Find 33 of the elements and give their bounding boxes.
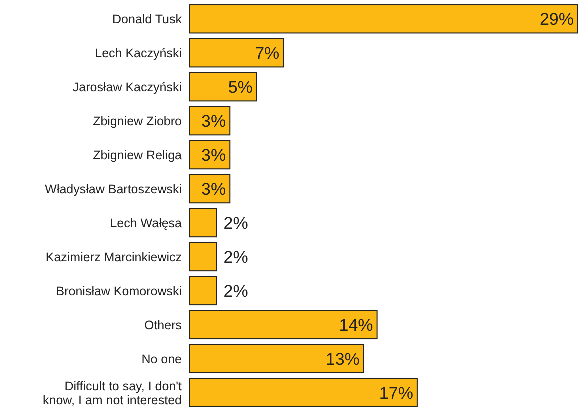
bar (190, 242, 218, 272)
y-tick-label: No one (142, 352, 182, 366)
y-tick-label: Władysław Bartoszewski (45, 182, 182, 196)
y-tick-label: Others (144, 318, 182, 332)
bar (190, 378, 418, 408)
y-tick-label: Lech Kaczyński (95, 46, 182, 60)
data-label: 2% (224, 248, 248, 267)
y-tick-label: Zbigniew Religa (93, 148, 182, 162)
y-tick-label: Bronisław Komorowski (56, 284, 182, 298)
data-label: 2% (224, 214, 248, 233)
y-tick-label: Kazimierz Marcinkiewicz (46, 250, 182, 264)
data-label: 5% (228, 78, 253, 98)
y-tick-label: Difficult to say, I don't know, I am not interested (43, 379, 183, 408)
bar (190, 72, 258, 102)
data-label: 17% (379, 384, 414, 403)
data-label: 29% (540, 10, 574, 30)
bar (190, 208, 218, 238)
data-label: 7% (255, 44, 280, 64)
y-tick-label: Jarosław Kaczyński (72, 80, 182, 94)
data-label: 13% (326, 350, 360, 369)
y-tick-label: Zbigniew Ziobro (93, 114, 182, 128)
bar (190, 38, 284, 68)
data-label: 14% (339, 316, 374, 335)
bar (190, 344, 364, 374)
bar (190, 276, 218, 306)
data-label: 2% (224, 282, 248, 301)
data-label: 3% (202, 112, 226, 132)
y-tick-label: Donald Tusk (112, 12, 183, 26)
y-tick-label: Lech Wałęsa (110, 216, 182, 230)
data-label: 3% (202, 146, 226, 165)
bar (190, 4, 578, 34)
data-label: 3% (202, 180, 226, 199)
bar (190, 310, 378, 340)
